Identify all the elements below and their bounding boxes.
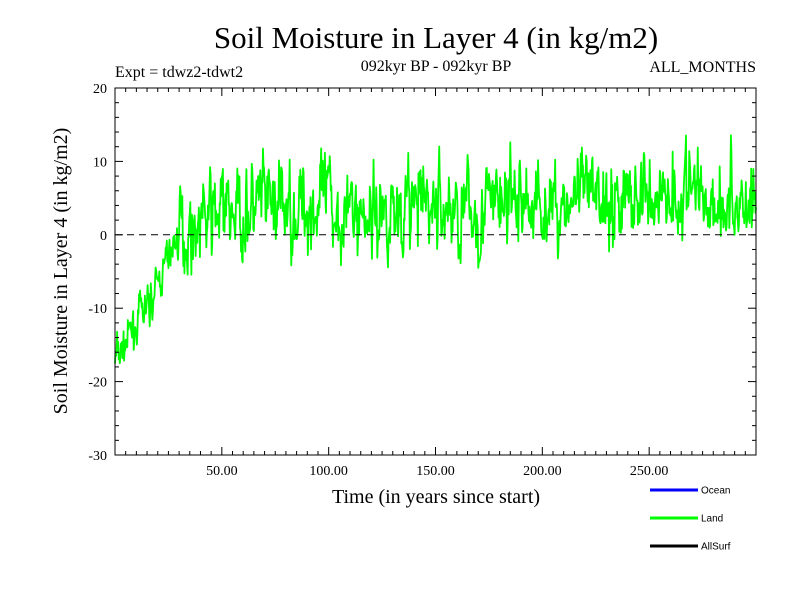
- y-tick-label: -30: [88, 449, 107, 464]
- legend-label-ocean: Ocean: [701, 486, 730, 497]
- y-tick-label: 10: [93, 155, 107, 170]
- plot-frame: [114, 87, 757, 456]
- data-layer: [114, 134, 757, 365]
- x-tick-label: 150.00: [416, 464, 455, 479]
- period-label: 092kyr BP - 092kyr BP: [361, 58, 512, 75]
- y-axis-label: Soil Moisture in Layer 4 (in kg/m2): [50, 128, 72, 415]
- axes-layer: 50.00 100.00 150.00 200.00 250.00 -30 -20 -10 0 1…: [88, 82, 757, 479]
- legend: Ocean Land AllSurf: [650, 486, 731, 553]
- x-tick-label: 50.00: [206, 464, 238, 479]
- y-tick-label: -10: [88, 302, 107, 317]
- x-tick-label: 100.00: [309, 464, 348, 479]
- y-tick-label: 0: [100, 229, 107, 244]
- legend-label-land: Land: [701, 514, 723, 525]
- months-label: ALL_MONTHS: [649, 59, 756, 76]
- legend-label-allsurf: AllSurf: [701, 542, 731, 553]
- x-axis-label: Time (in years since start): [332, 486, 540, 508]
- y-tick-label: 20: [93, 82, 107, 97]
- chart-title: Soil Moisture in Layer 4 (in kg/m2): [214, 20, 658, 55]
- y-tick-label: -20: [88, 376, 107, 391]
- x-tick-label: 200.00: [523, 464, 562, 479]
- series-line-land: [114, 134, 757, 365]
- experiment-label: Expt = tdwz2-tdwt2: [115, 64, 243, 81]
- x-tick-label: 250.00: [630, 464, 669, 479]
